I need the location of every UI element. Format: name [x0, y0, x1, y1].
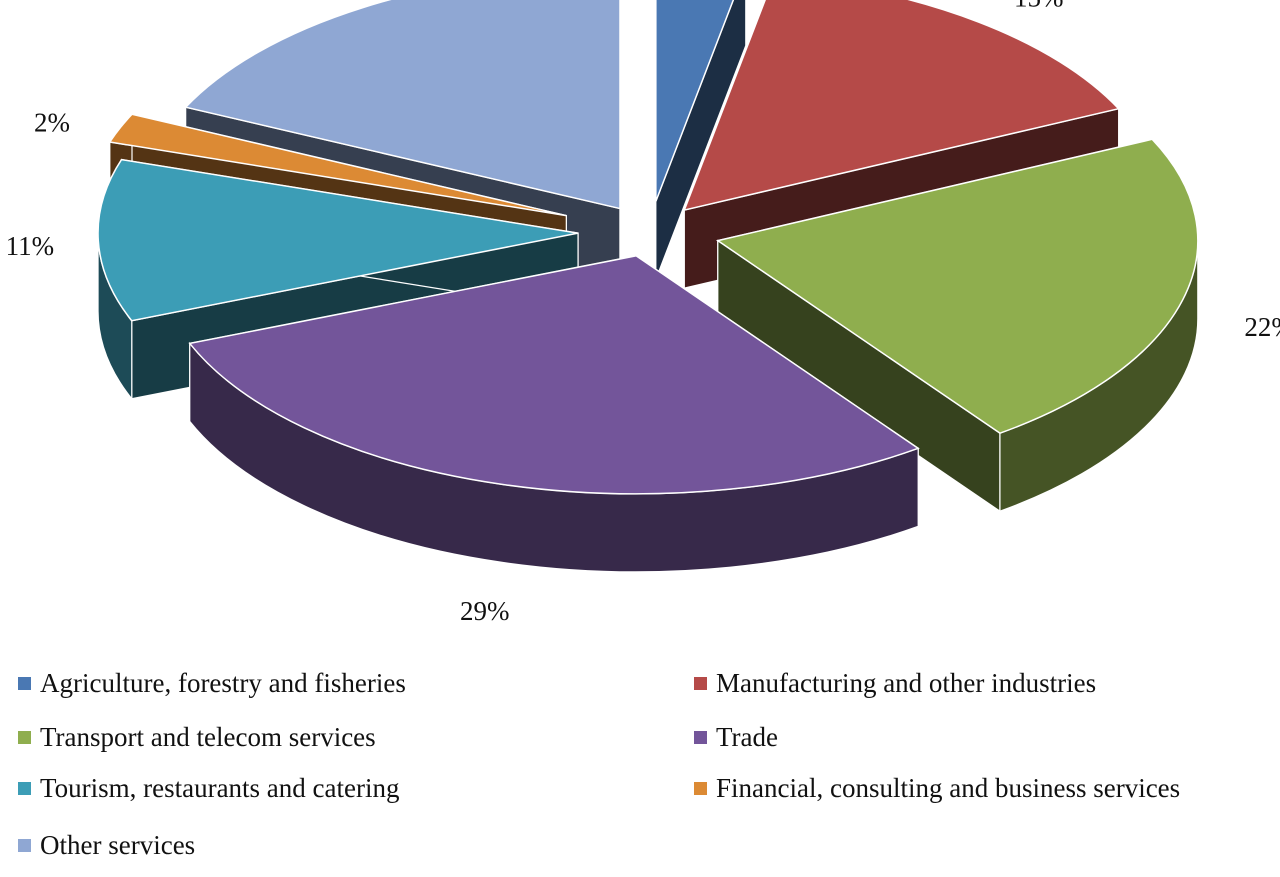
pie-top-tourism [97, 158, 579, 322]
legend-item-transport: Transport and telecom services [18, 718, 376, 756]
legend-label-tourism: Tourism, restaurants and catering [40, 772, 400, 803]
pie-slice-transport [715, 138, 1199, 513]
legend-label-manufacturing: Manufacturing and other industries [716, 667, 1097, 698]
pie-slice-trade [188, 254, 920, 573]
legend: Agriculture, forestry and fisheries Manu… [18, 664, 1280, 874]
legend-swatch-manufacturing [694, 676, 707, 690]
pie-label-other: 18% [285, 0, 335, 4]
legend-swatch-transport [18, 730, 31, 744]
legend-item-other-services: Other services [18, 826, 195, 864]
legend-item-trade: Trade [694, 718, 778, 756]
legend-item-tourism: Tourism, restaurants and catering [18, 769, 400, 807]
pie-top-transport [715, 138, 1199, 435]
legend-label-transport: Transport and telecom services [40, 721, 376, 752]
pie-slice-agriculture [655, 0, 747, 280]
pie-top-other [184, 0, 621, 210]
pie-top-trade [188, 255, 920, 495]
legend-label-trade: Trade [716, 721, 779, 752]
pie-label-trade: 29% [460, 596, 510, 626]
pie-top-financial [108, 113, 567, 217]
legend-label-other-services: Other services [40, 829, 196, 860]
legend-swatch-other-services [18, 838, 31, 852]
pie-label-tourism: 11% [6, 231, 55, 261]
legend-item-agriculture: Agriculture, forestry and fisheries [18, 664, 406, 702]
pie-top-agriculture [655, 0, 735, 202]
legend-item-manufacturing: Manufacturing and other industries [694, 664, 1096, 702]
pie-label-manufacturing: 15% [1014, 0, 1064, 13]
pie-label-transport: 22% [1244, 312, 1280, 342]
legend-swatch-financial [694, 781, 707, 795]
legend-swatch-tourism [18, 781, 31, 795]
legend-item-financial: Financial, consulting and business servi… [694, 769, 1180, 807]
pie-top-manufacturing [683, 0, 1121, 212]
legend-label-agriculture: Agriculture, forestry and fisheries [40, 667, 406, 698]
legend-swatch-agriculture [18, 676, 31, 690]
legend-label-financial: Financial, consulting and business servi… [716, 772, 1181, 803]
legend-swatch-trade [694, 730, 707, 744]
pie-label-financial: 2% [34, 108, 70, 138]
